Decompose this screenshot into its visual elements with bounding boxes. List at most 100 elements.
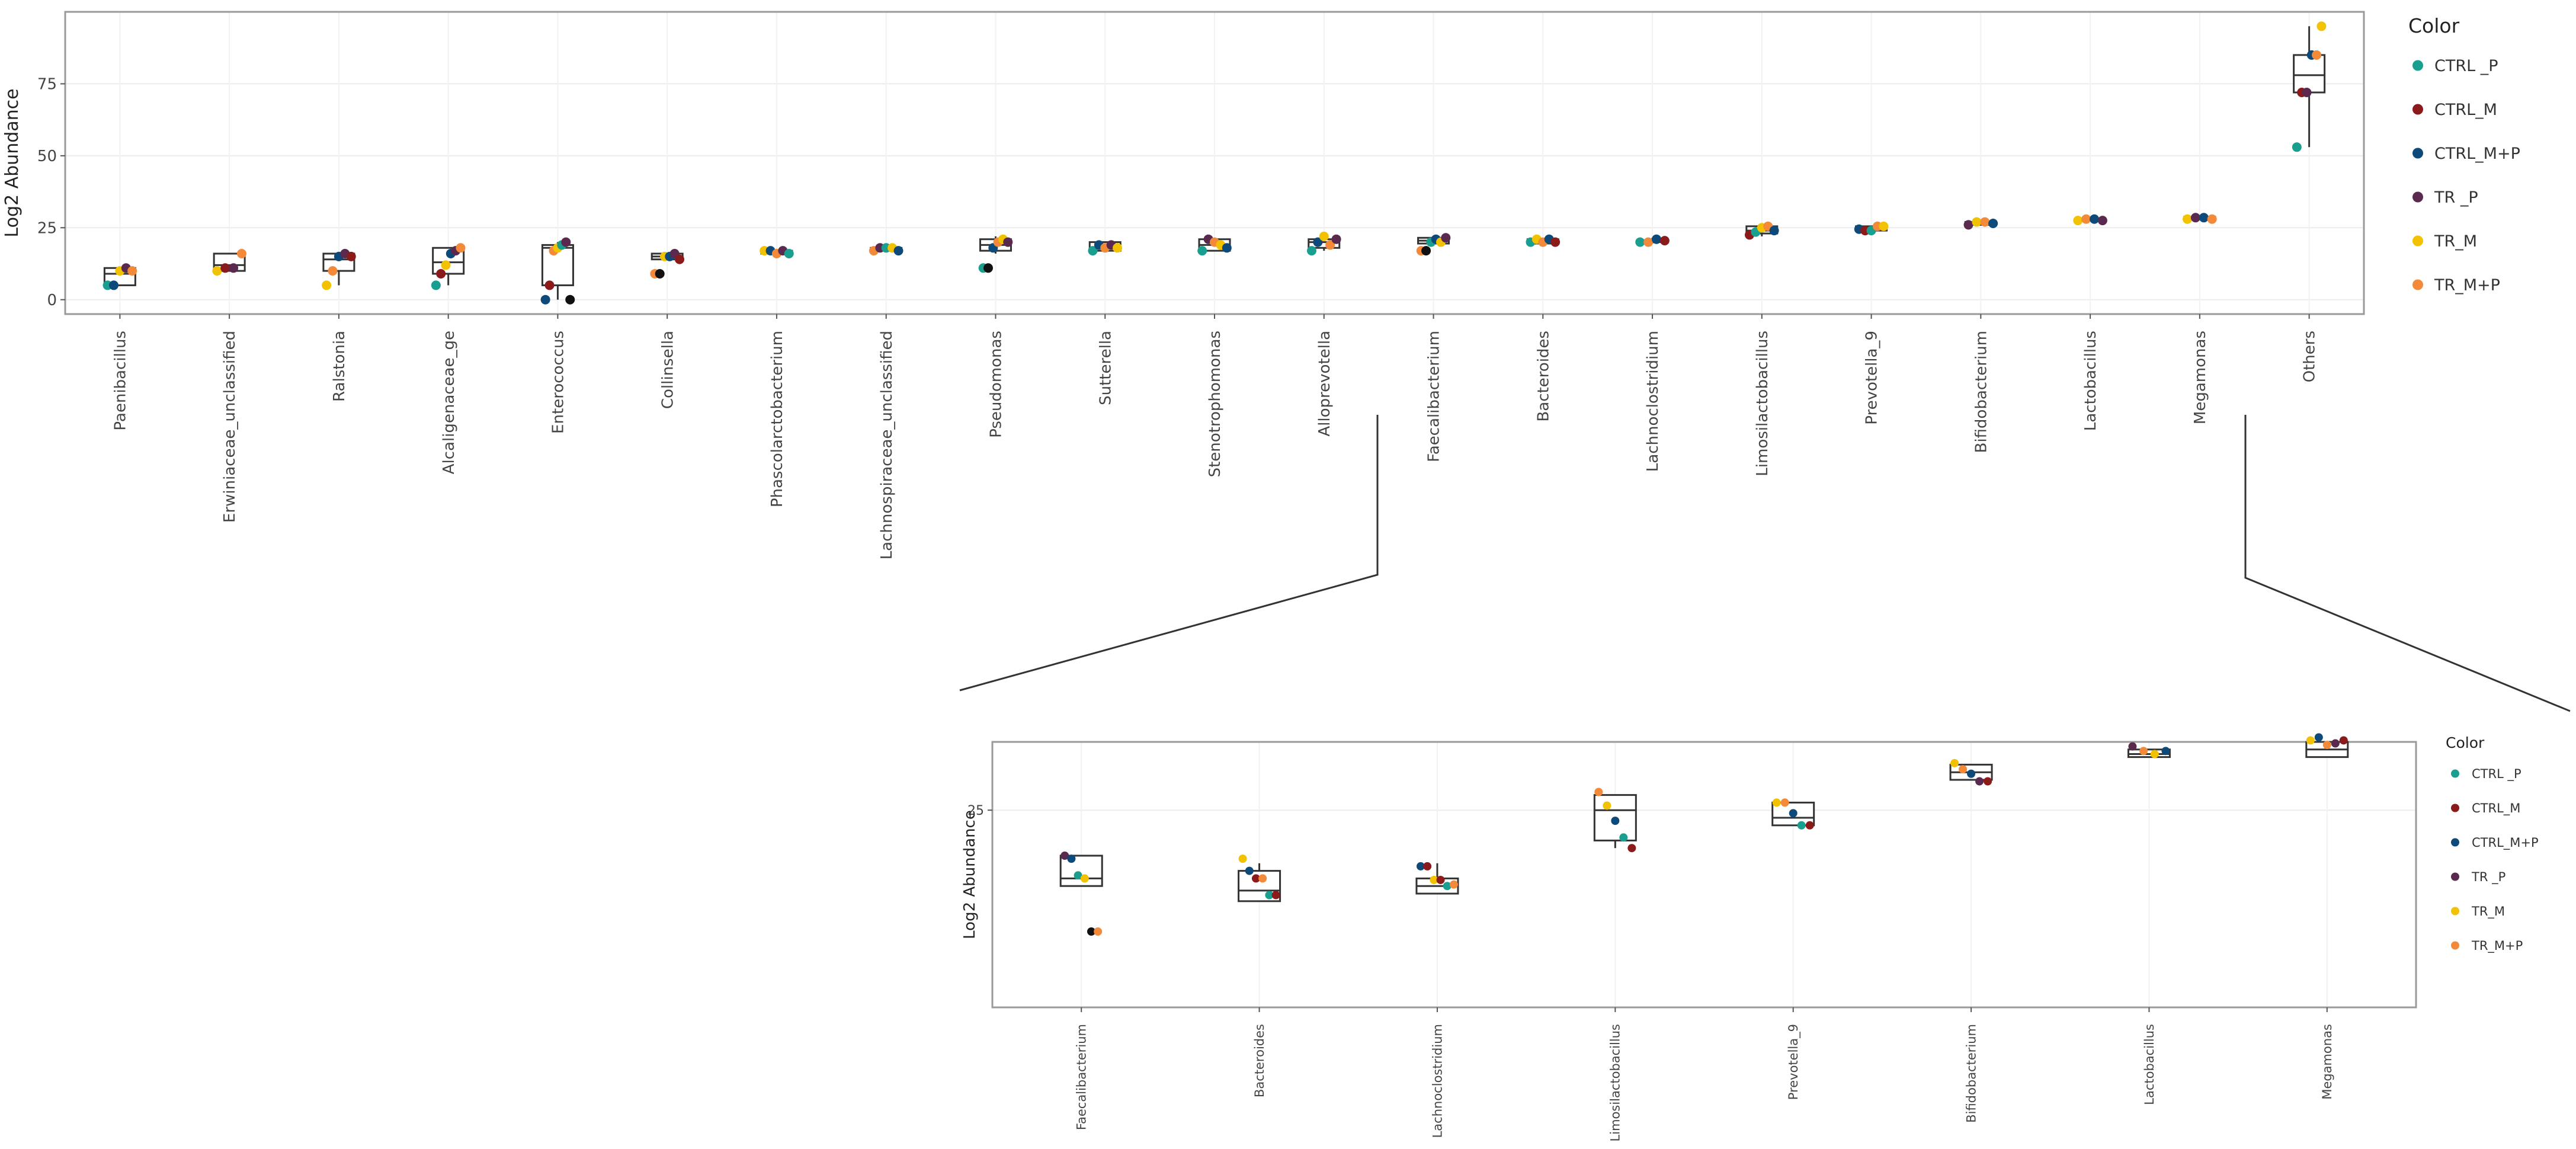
- inset-point-tr-m: [1772, 798, 1781, 807]
- main-y-tick-label: 0: [47, 292, 57, 309]
- inset-plot-border: [991, 741, 2417, 1009]
- main-point-tr-m: [2073, 216, 2083, 226]
- inset-point-tr-m: [2150, 750, 2159, 758]
- inset-x-tick-label-lachnoclostridium: Lachnoclostridium: [1430, 1024, 1444, 1138]
- inset-x-tick-label-prevotella-9: Prevotella_9: [1786, 1024, 1801, 1100]
- main-point-outlier: [1421, 246, 1431, 256]
- main-x-tick-label-others: Others: [2301, 331, 2319, 382]
- inset-x-tick-label-megamonas: Megamonas: [2320, 1024, 2334, 1100]
- inset-point-ctrl-m-p: [1245, 866, 1254, 875]
- main-point-tr-m-p: [1325, 240, 1335, 250]
- inset-box-iqr: [1059, 854, 1103, 887]
- inset-legend-swatch-tr-p: [2451, 872, 2459, 881]
- inset-legend-label-tr-m-p: TR_M+P: [2471, 939, 2523, 953]
- main-point-tr-m-p: [127, 266, 137, 276]
- main-x-tick-label-lactobacillus: Lactobacillus: [2082, 331, 2100, 431]
- main-point-ctrl-p: [1088, 246, 1098, 256]
- inset-legend-label-tr-m: TR_M: [2471, 904, 2505, 919]
- inset-legend-label-tr-p: TR _P: [2471, 870, 2505, 885]
- inset-point-ctrl-p: [1619, 833, 1628, 842]
- main-point-tr-p: [229, 263, 239, 273]
- main-box-iqr: [2293, 54, 2326, 94]
- inset-point-ctrl-m-p: [1789, 809, 1798, 818]
- main-x-tick-label-collinsella: Collinsella: [659, 331, 677, 409]
- main-legend-swatch-ctrl-m: [2412, 104, 2423, 115]
- main-point-ctrl-p: [1197, 246, 1207, 256]
- main-point-ctrl-m-p: [1988, 219, 1998, 228]
- main-x-tick-label-erwiniaceae-unclassified: Erwiniaceae_unclassified: [221, 331, 239, 523]
- main-point-tr-m: [1319, 231, 1329, 241]
- main-x-tick-label-paenibacillus: Paenibacillus: [111, 331, 129, 431]
- main-point-tr-m-p: [1643, 237, 1654, 247]
- main-point-tr-m-p: [1980, 217, 1990, 227]
- inset-box-lactobacillus: [2127, 748, 2171, 758]
- main-point-outlier: [565, 295, 575, 305]
- main-point-tr-m: [1972, 217, 1982, 227]
- main-point-ctrl-p: [2292, 142, 2302, 152]
- main-point-tr-p: [2190, 213, 2200, 223]
- main-point-tr-m: [2183, 214, 2193, 224]
- main-point-ctrl-p: [431, 280, 441, 290]
- inset-point-tr-p: [1975, 777, 1984, 786]
- inset-point-ctrl-m: [1805, 821, 1814, 830]
- main-point-ctrl-m-p: [1313, 237, 1323, 247]
- inset-point-tr-m-p: [2139, 747, 2148, 756]
- main-x-tick-label-alcaligenaceae-ge: Alcaligenaceae_ge: [440, 331, 458, 474]
- inset-point-tr-m: [1080, 874, 1089, 883]
- inset-x-tick-label-faecalibacterium: Faecalibacterium: [1075, 1024, 1089, 1130]
- inset-point-ctrl-p: [1265, 891, 1274, 900]
- main-x-tick-label-enterococcus: Enterococcus: [550, 331, 568, 434]
- main-x-tick-label-sutterella: Sutterella: [1097, 331, 1114, 405]
- main-legend-title: Color: [2408, 14, 2460, 37]
- connector-left: [959, 415, 1379, 692]
- inset-point-ctrl-m-p: [1067, 854, 1076, 863]
- main-point-tr-p: [1963, 220, 1973, 230]
- inset-legend-label-ctrl-m-p: CTRL_M+P: [2472, 836, 2539, 850]
- main-point-tr-m: [2317, 21, 2327, 31]
- inset-point-ctrl-m: [1436, 875, 1445, 884]
- inset-point-ctrl-m: [1423, 862, 1432, 870]
- inset-legend: Color CTRL _P CTRL_M CTRL_M+P TR _P TR_M TR_M+…: [2446, 734, 2539, 953]
- inset-point-ctrl-m-p: [2161, 747, 2170, 756]
- inset-point-ctrl-m: [1251, 874, 1260, 883]
- main-x-tick-label-pseudomonas: Pseudomonas: [988, 331, 1005, 438]
- inset-point-tr-m-p: [1959, 765, 1968, 774]
- inset-point-tr-m: [1238, 854, 1247, 863]
- inset-point-ctrl-m-p: [1967, 769, 1976, 778]
- main-point-tr-m-p: [328, 266, 338, 276]
- inset-legend-swatch-ctrl-m: [2451, 804, 2459, 812]
- main-point-ctrl-m: [674, 254, 684, 264]
- inset-point-tr-m-p: [1094, 927, 1103, 936]
- inset-legend-label-ctrl-p: CTRL _P: [2472, 767, 2521, 782]
- inset-point-outlier: [1087, 927, 1095, 936]
- main-x-tick-label-lachnospiraceae-unclassified: Lachnospiraceae_unclassified: [878, 331, 896, 559]
- main-x-tick-label-prevotella-9: Prevotella_9: [1863, 331, 1881, 425]
- inset-point-ctrl-m-p: [1416, 862, 1425, 870]
- main-y-tick-label: 50: [37, 148, 57, 165]
- zoom-connector: [959, 415, 2571, 712]
- main-x-tick-label-megamonas: Megamonas: [2191, 331, 2209, 424]
- inset-point-ctrl-p: [1443, 882, 1452, 891]
- main-point-ctrl-m-p: [2199, 213, 2209, 223]
- connector-right: [2244, 415, 2571, 712]
- main-point-outlier: [655, 269, 665, 279]
- main-legend-label-tr-p: TR _P: [2434, 188, 2478, 207]
- inset-point-tr-m: [1603, 801, 1611, 810]
- inset-point-tr-p: [1060, 852, 1069, 860]
- inset-y-axis-title: Log2 Abundance: [961, 810, 979, 939]
- inset-point-tr-p: [2128, 742, 2137, 751]
- main-point-tr-m: [322, 280, 332, 290]
- inset-point-ctrl-m: [1271, 891, 1280, 900]
- main-legend: Color CTRL _P CTRL_M CTRL_M+P TR _P TR_M TR_M+…: [2408, 14, 2520, 295]
- inset-legend-swatch-tr-m: [2451, 907, 2459, 916]
- main-y-tick-label: 75: [37, 76, 57, 94]
- main-legend-swatch-ctrl-p: [2412, 60, 2423, 71]
- main-point-outlier: [983, 263, 993, 273]
- main-point-tr-p: [1331, 234, 1341, 244]
- main-point-tr-p: [1441, 233, 1451, 243]
- inset-point-tr-m-p: [1449, 880, 1458, 889]
- main-legend-label-ctrl-p: CTRL _P: [2434, 57, 2498, 75]
- main-point-ctrl-m-p: [893, 246, 903, 256]
- main-point-tr-m: [1113, 243, 1123, 253]
